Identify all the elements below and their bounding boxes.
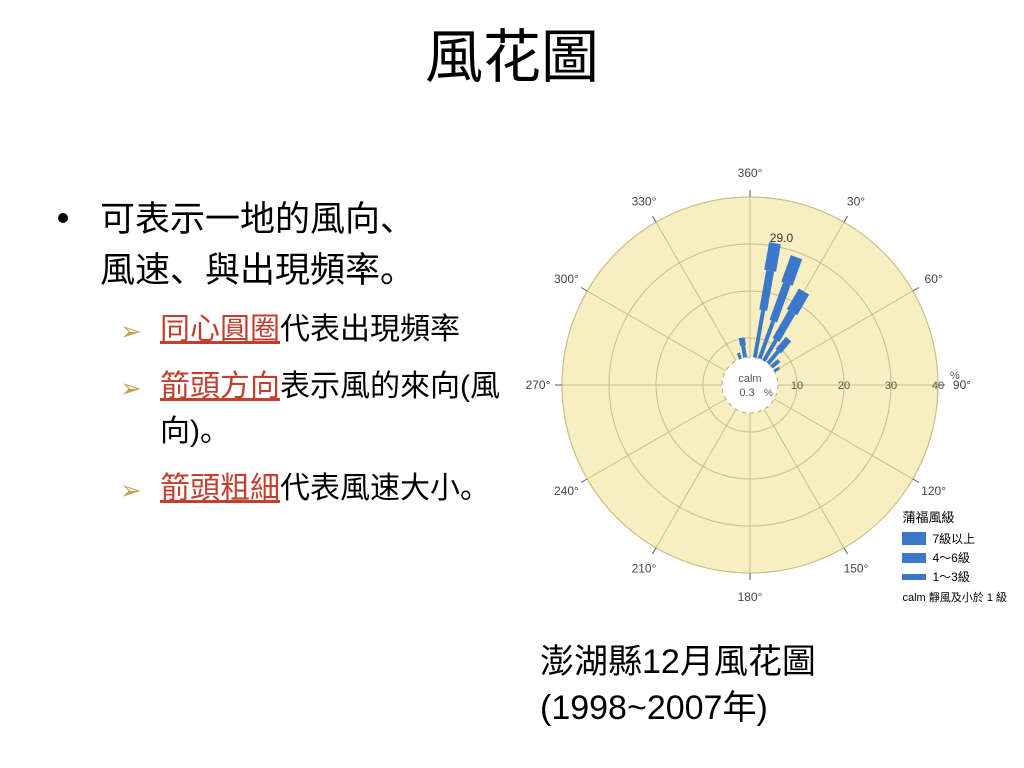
wind-rose-chart: 360°30°60°90°120°150°180°210°240°270°300… bbox=[525, 155, 1015, 625]
page-title: 風花圖 bbox=[0, 10, 1024, 94]
sub-bullet-rest: 代表出現頻率 bbox=[280, 313, 460, 346]
triangle-bullet-icon: ➢ bbox=[120, 471, 142, 510]
slide: 風花圖 可表示一地的風向、 風速、與出現頻率。 ➢ 同心圓圈代表出現頻率 ➢ 箭頭方向… bbox=[0, 0, 1024, 768]
legend-label: 7級以上 bbox=[932, 530, 975, 547]
svg-text:30°: 30° bbox=[847, 194, 865, 208]
svg-text:0.3: 0.3 bbox=[739, 387, 754, 399]
svg-text:360°: 360° bbox=[738, 166, 763, 180]
svg-text:%: % bbox=[950, 370, 960, 382]
legend-label: 4～6級 bbox=[932, 549, 969, 566]
triangle-bullet-icon: ➢ bbox=[120, 369, 142, 408]
svg-text:330°: 330° bbox=[632, 194, 657, 208]
svg-text:20: 20 bbox=[838, 380, 850, 392]
bullet-line2: 風速、與出現頻率。 bbox=[100, 251, 415, 290]
svg-text:270°: 270° bbox=[526, 378, 551, 392]
legend-label: 1～3級 bbox=[932, 568, 969, 585]
svg-text:300°: 300° bbox=[554, 272, 579, 286]
sub-bullet-list: ➢同心圓圈代表出現頻率➢箭頭方向表示風的來向(風向)。➢箭頭粗細代表風速大小。 bbox=[120, 307, 530, 511]
svg-text:210°: 210° bbox=[632, 562, 657, 576]
legend-calm-label: calm 靜風及小於 1 級 bbox=[902, 589, 1007, 605]
legend-swatch-icon bbox=[902, 532, 926, 545]
legend-swatch-icon bbox=[902, 574, 926, 580]
legend-swatch-icon bbox=[902, 553, 926, 563]
text-body: 可表示一地的風向、 風速、與出現頻率。 ➢同心圓圈代表出現頻率➢箭頭方向表示風的… bbox=[60, 195, 530, 523]
sub-bullet-rest: 代表風速大小。 bbox=[280, 472, 490, 505]
svg-text:29.0: 29.0 bbox=[770, 231, 794, 245]
svg-text:60°: 60° bbox=[925, 272, 943, 286]
svg-text:180°: 180° bbox=[738, 590, 763, 604]
legend-item: 1～3級 bbox=[902, 568, 1007, 585]
chart-caption: 澎湖縣12月風花圖 (1998~2007年) bbox=[540, 640, 816, 732]
chart-legend: 蒲福風級 7級以上 4～6級 1～3級 calm 靜風及小於 1 級 bbox=[902, 507, 1007, 605]
svg-text:30: 30 bbox=[885, 380, 897, 392]
triangle-bullet-icon: ➢ bbox=[120, 312, 142, 351]
sub-bullet-item: ➢箭頭方向表示風的來向(風向)。 bbox=[120, 364, 530, 454]
highlight-text: 箭頭粗細 bbox=[160, 472, 280, 505]
svg-text:150°: 150° bbox=[844, 562, 869, 576]
highlight-text: 箭頭方向 bbox=[160, 370, 280, 403]
svg-text:10: 10 bbox=[791, 380, 803, 392]
legend-item: 4～6級 bbox=[902, 549, 1007, 566]
legend-item: 7級以上 bbox=[902, 530, 1007, 547]
main-bullet: 可表示一地的風向、 風速、與出現頻率。 bbox=[100, 195, 530, 297]
caption-line1: 澎湖縣12月風花圖 bbox=[540, 643, 816, 681]
sub-bullet-item: ➢ 同心圓圈代表出現頻率 bbox=[120, 307, 530, 352]
bullet-dot-icon bbox=[58, 213, 68, 223]
svg-text:40: 40 bbox=[932, 380, 944, 392]
bullet-line1: 可表示一地的風向、 bbox=[100, 200, 415, 239]
svg-text:%: % bbox=[764, 388, 773, 399]
svg-text:calm: calm bbox=[738, 373, 761, 385]
caption-line2: (1998~2007年) bbox=[540, 689, 768, 727]
svg-text:240°: 240° bbox=[554, 484, 579, 498]
legend-title: 蒲福風級 bbox=[902, 507, 1007, 526]
highlight-text: 同心圓圈 bbox=[160, 313, 280, 346]
svg-text:120°: 120° bbox=[921, 484, 946, 498]
sub-bullet-item: ➢ 箭頭粗細代表風速大小。 bbox=[120, 466, 530, 511]
